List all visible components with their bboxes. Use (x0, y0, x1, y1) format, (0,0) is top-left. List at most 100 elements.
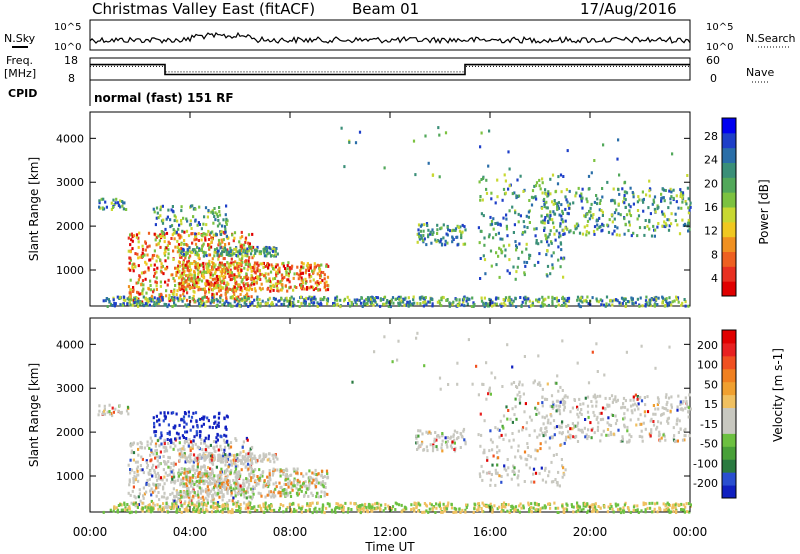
heatmap-cell (545, 200, 548, 204)
heatmap-cell (563, 232, 566, 236)
heatmap-cell (234, 260, 237, 264)
heatmap-cell (526, 226, 529, 229)
heatmap-cell (129, 471, 132, 475)
heatmap-cell (338, 506, 341, 510)
heatmap-cell (687, 221, 690, 225)
heatmap-cell (663, 212, 666, 216)
heatmap-cell (169, 218, 172, 222)
heatmap-cell (179, 294, 182, 298)
heatmap-cell (599, 506, 602, 510)
heatmap-cell (511, 205, 514, 209)
heatmap-cell (501, 237, 504, 241)
heatmap-cell (662, 502, 665, 506)
heatmap-cell (524, 230, 527, 234)
heatmap-cell (240, 252, 243, 256)
heatmap-cell (176, 245, 180, 249)
heatmap-cell (204, 436, 207, 440)
heatmap-cell (170, 438, 173, 442)
heatmap-cell (155, 414, 158, 418)
heatmap-cell (207, 229, 210, 233)
heatmap-cell (113, 301, 116, 305)
heatmap-cell (559, 234, 562, 238)
heatmap-cell (220, 448, 223, 452)
heatmap-cell (560, 214, 563, 218)
heatmap-cell (530, 510, 533, 514)
heatmap-cell (173, 279, 176, 283)
heatmap-cell (542, 298, 545, 302)
heatmap-cell (479, 195, 482, 198)
heatmap-cell (180, 495, 183, 499)
heatmap-cell (669, 197, 672, 201)
heatmap-cell (117, 504, 120, 507)
heatmap-cell (372, 299, 375, 302)
heatmap-cell (434, 238, 437, 242)
heatmap-cell (602, 303, 605, 307)
heatmap-cell (587, 187, 590, 191)
heatmap-cell (292, 276, 295, 280)
heatmap-cell (339, 298, 342, 302)
heatmap-cell (548, 216, 551, 220)
heatmap-cell (150, 487, 153, 491)
heatmap-cell (525, 242, 528, 246)
heatmap-cell (192, 439, 195, 443)
heatmap-cell (158, 483, 162, 487)
heatmap-cell (275, 303, 278, 307)
heatmap-cell (231, 510, 234, 514)
frequency-panel: Freq. [MHz] 18 8 60 0 Nave (4, 54, 774, 85)
heatmap-cell (112, 198, 115, 202)
heatmap-cell (132, 286, 135, 289)
heatmap-cell (258, 298, 261, 302)
heatmap-cell (263, 251, 266, 255)
heatmap-cell (179, 500, 182, 504)
heatmap-cell (546, 382, 549, 386)
heatmap-cell (184, 280, 187, 284)
heatmap-cell (313, 297, 316, 301)
heatmap-cell (145, 262, 148, 266)
heatmap-cell (575, 191, 578, 195)
heatmap-cell (238, 240, 241, 244)
heatmap-cell (175, 436, 178, 440)
heatmap-cell (429, 502, 432, 506)
heatmap-cell (225, 217, 228, 221)
heatmap-cell (159, 411, 162, 415)
heatmap-cell (154, 444, 157, 448)
heatmap-cell (143, 253, 146, 257)
heatmap-cell (286, 289, 289, 293)
y-tick-label: 4000 (56, 132, 84, 145)
heatmap-cell (242, 248, 245, 252)
heatmap-cell (399, 301, 402, 305)
heatmap-cell (245, 295, 248, 299)
heatmap-cell (198, 453, 201, 457)
heatmap-cell (491, 508, 494, 512)
heatmap-cell (202, 222, 205, 226)
heatmap-cell (504, 254, 507, 258)
heatmap-cell (158, 505, 161, 509)
heatmap-cell (601, 187, 604, 190)
heatmap-cell (271, 265, 274, 269)
heatmap-cell (183, 277, 186, 281)
heatmap-cell (547, 243, 550, 247)
heatmap-cell (184, 303, 187, 307)
heatmap-cell (274, 249, 277, 253)
heatmap-cell (220, 238, 223, 242)
heatmap-cell (672, 196, 675, 200)
heatmap-cell (599, 298, 602, 302)
heatmap-cell (562, 220, 565, 224)
heatmap-cell (306, 266, 310, 270)
heatmap-cell (504, 296, 508, 300)
heatmap-cell (592, 213, 595, 216)
heatmap-cell (684, 505, 687, 509)
heatmap-cell (459, 432, 462, 435)
heatmap-cell (163, 438, 166, 442)
heatmap-cell (145, 459, 148, 463)
heatmap-cell (175, 510, 179, 514)
heatmap-cell (247, 458, 250, 462)
heatmap-cell (157, 464, 160, 468)
heatmap-cell (556, 207, 559, 211)
heatmap-cell (309, 504, 312, 507)
heatmap-cell (226, 491, 229, 495)
heatmap-cell (218, 475, 221, 479)
heatmap-cell (342, 506, 345, 509)
heatmap-cell (685, 502, 688, 506)
heatmap-cell (380, 503, 383, 507)
